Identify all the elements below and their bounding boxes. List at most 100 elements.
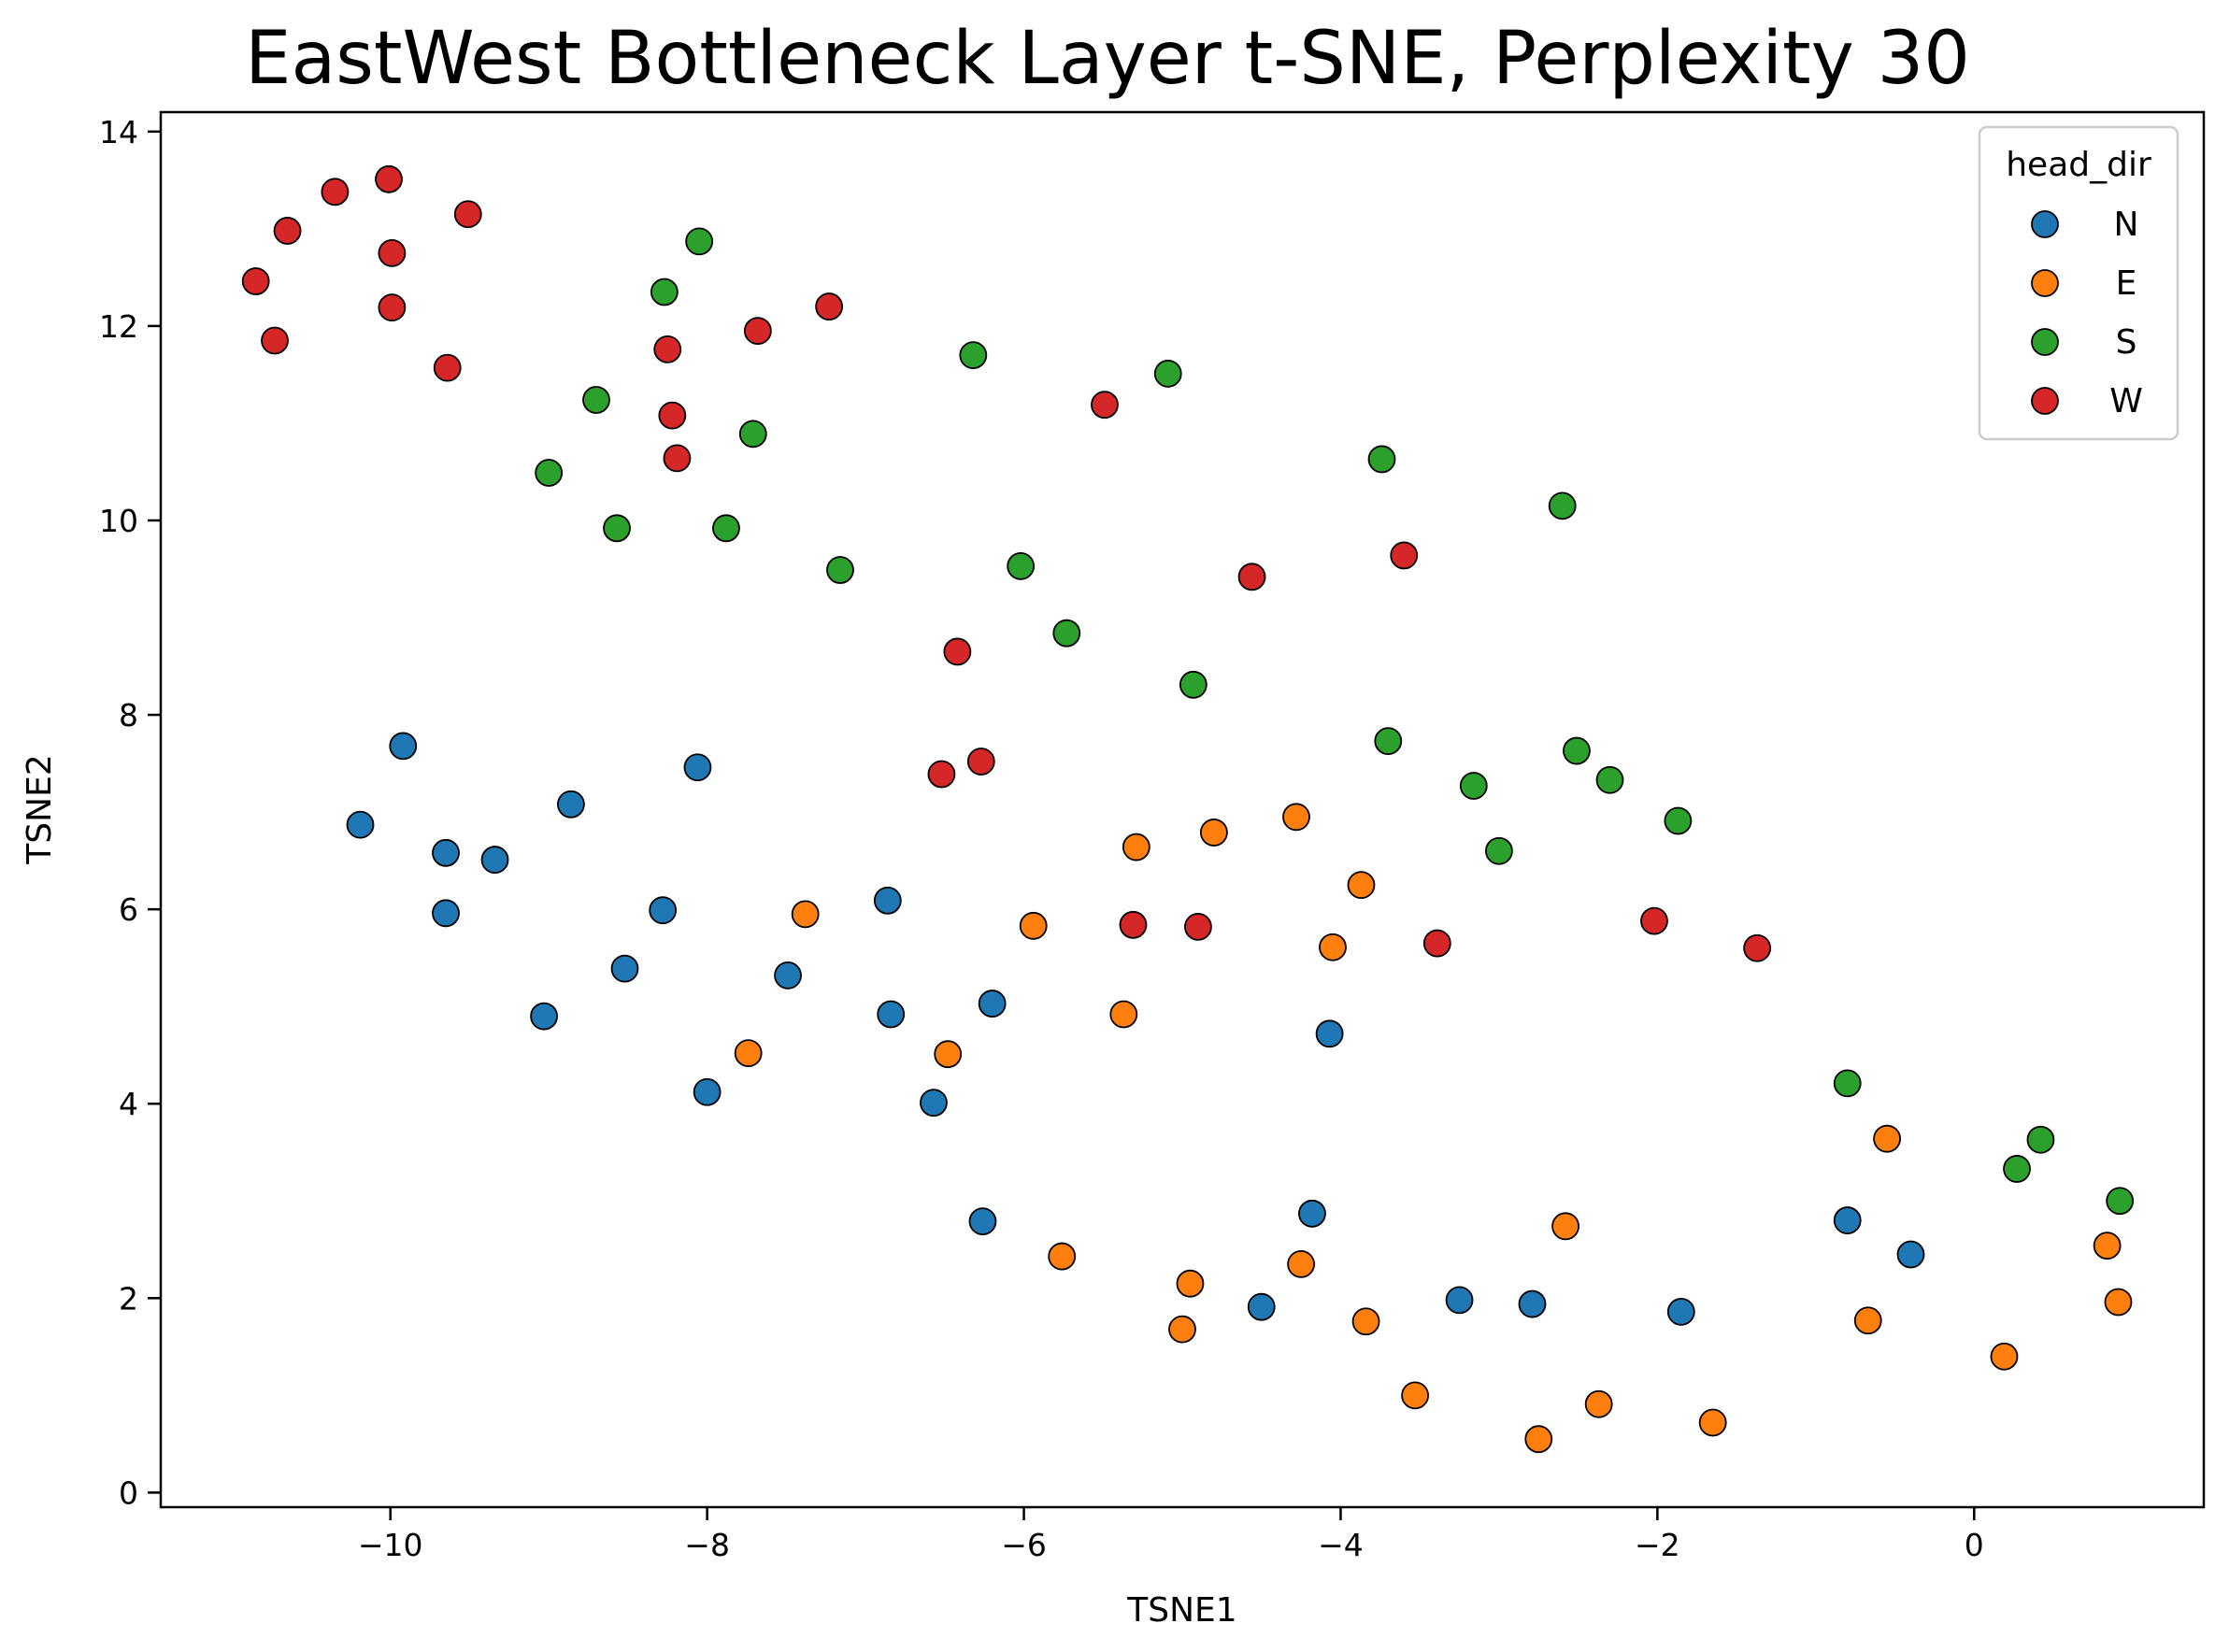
x-tick-label: −8 [684,1527,730,1563]
data-point-W [321,178,350,206]
data-point-N [920,1089,948,1118]
y-tick-label: 10 [99,503,138,539]
data-point-S [535,459,564,487]
data-point-S [959,341,988,370]
data-point-E [1401,1381,1430,1410]
data-point-E [1176,1269,1205,1298]
data-point-S [1485,836,1513,865]
data-point-N [610,954,639,983]
x-axis-label: TSNE1 [1126,1591,1236,1630]
x-tick-label: −4 [1318,1527,1364,1563]
data-point-N [978,990,1007,1018]
data-point-E [1168,1315,1196,1344]
data-point-W [1237,563,1266,591]
data-point-W [663,444,692,473]
data-point-S [603,514,631,543]
data-point-E [1287,1249,1315,1278]
data-point-E [1873,1124,1901,1153]
data-point-N [530,1002,558,1031]
data-point-S [1459,772,1488,800]
data-point-E [1990,1342,2019,1371]
y-tick-label: 2 [119,1280,138,1317]
data-point-N [1833,1206,1862,1234]
x-tick-label: 0 [1965,1527,1984,1563]
y-tick-label: 0 [119,1474,138,1511]
data-point-W [966,748,995,776]
data-point-S [2106,1187,2135,1216]
data-point-E [2104,1288,2133,1317]
data-point-E [1698,1408,1727,1437]
data-point-W [261,326,289,355]
data-point-E [1551,1212,1579,1241]
data-point-N [1445,1286,1474,1315]
data-point-E [1048,1242,1077,1271]
data-point-W [653,335,682,363]
y-tick-label: 8 [119,697,138,733]
data-point-N [346,810,375,839]
legend-label-S: S [2116,323,2137,362]
data-point-N [556,790,585,819]
data-point-W [1184,912,1212,941]
data-point-S [738,420,767,449]
data-point-N [1315,1019,1344,1048]
y-tick-label: 6 [119,891,138,928]
legend-box [1978,125,2179,441]
data-point-W [943,637,972,666]
data-point-N [649,896,678,925]
data-point-N [968,1207,997,1236]
legend-marker-W [2031,387,2059,415]
data-point-N [480,846,509,874]
data-point-E [1319,933,1347,961]
data-point-E [1282,803,1310,832]
data-point-S [1563,736,1591,765]
data-point-W [743,317,772,345]
data-point-E [1109,1000,1138,1029]
data-point-E [791,900,820,929]
y-tick-label: 4 [119,1086,138,1122]
data-point-S [1153,359,1182,388]
data-point-E [734,1039,763,1068]
data-point-W [927,760,956,789]
data-point-S [2003,1155,2031,1183]
data-point-N [683,753,712,782]
chart-title: EastWest Bottleneck Layer t-SNE, Perplex… [245,17,1970,101]
data-point-W [273,217,302,245]
data-point-S [1052,619,1081,648]
data-point-N [432,899,460,928]
data-point-S [712,514,740,543]
data-point-N [693,1077,722,1106]
data-point-S [1374,727,1403,756]
data-point-W [378,238,407,267]
data-point-N [774,961,802,990]
axis-ticks: −10 −8 −6 −4 −2 0 0 2 4 6 8 10 12 14 [99,114,1984,1563]
x-tick-label: −6 [1001,1527,1047,1563]
x-tick-label: −10 [358,1527,423,1563]
data-point-E [1351,1307,1380,1336]
data-point-N [877,1000,906,1029]
data-point-W [658,401,687,430]
data-point-N [389,732,418,761]
data-point-W [1743,933,1772,962]
data-point-E [1853,1306,1882,1335]
legend-label-W: W [2109,382,2143,420]
data-point-E [1524,1425,1553,1454]
data-point-E [1199,819,1228,847]
data-point-S [1664,806,1693,835]
data-point-N [1896,1240,1925,1269]
data-point-W [1119,910,1148,939]
data-point-W [375,164,403,193]
data-point-W [378,293,407,322]
data-point-E [1347,871,1376,900]
data-point-W [1422,929,1451,958]
data-point-S [1595,765,1624,794]
data-point-N [1666,1297,1695,1326]
data-point-E [1122,833,1150,862]
legend-marker-N [2031,210,2059,238]
data-point-S [2026,1125,2055,1154]
legend-label-N: N [2114,206,2139,244]
data-point-S [1548,491,1577,520]
y-tick-label: 12 [99,308,138,345]
data-point-S [1007,551,1036,580]
